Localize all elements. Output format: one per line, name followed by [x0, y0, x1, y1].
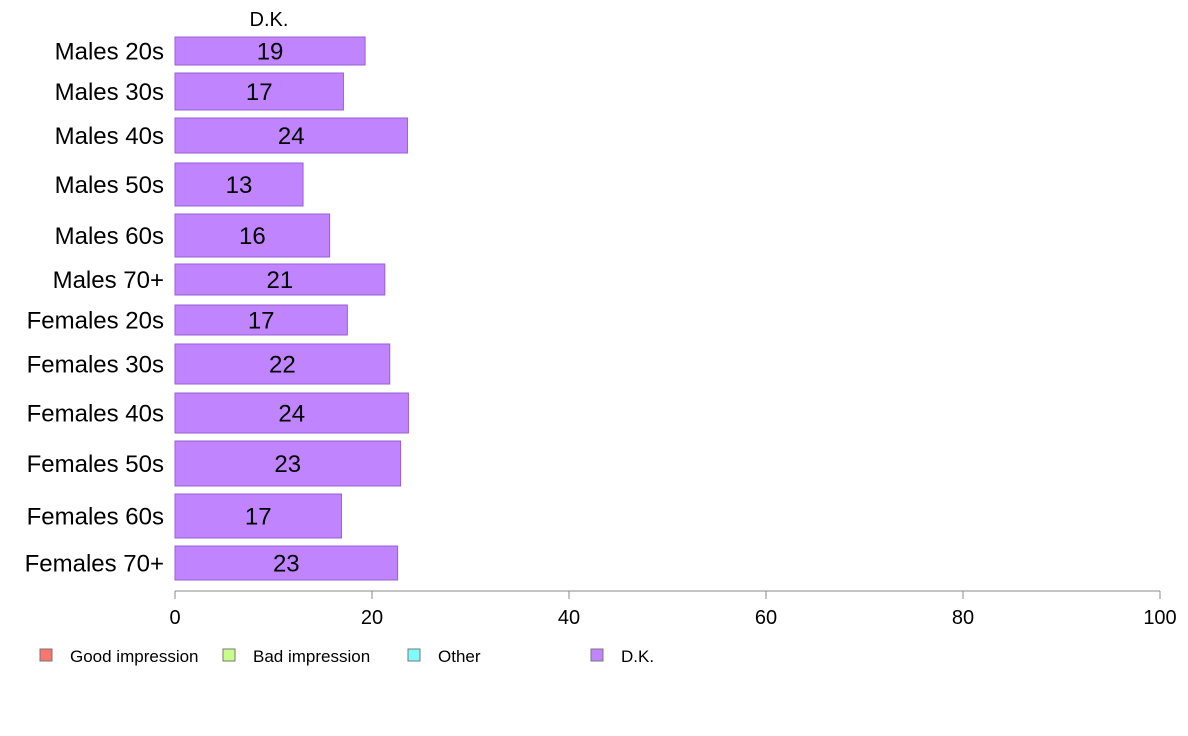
x-tick-label: 80: [952, 607, 974, 629]
category-label: Males 70+: [53, 267, 164, 294]
bar-value-label: 16: [239, 223, 266, 250]
bar-d-k--males-40s: [174, 117, 408, 154]
category-label: Males 30s: [55, 79, 164, 106]
category-label: Females 30s: [27, 352, 164, 379]
legend: Good impression Bad impression Other D.K.: [39, 647, 654, 666]
bar-d-k--males-70-: [174, 263, 386, 296]
bar-value-label: 17: [248, 308, 275, 335]
bar-value-label: 17: [245, 504, 272, 531]
bar-d-k--females-60s: [174, 493, 342, 539]
legend-swatch-bad-impression: [222, 648, 236, 662]
bar-d-k--males-30s: [174, 72, 344, 111]
category-label: Females 40s: [27, 401, 164, 428]
bar-value-label: 17: [246, 79, 273, 106]
bar-value-label: 24: [278, 123, 305, 150]
x-tick-label: 100: [1143, 607, 1176, 629]
bar-value-label: 23: [274, 451, 301, 478]
series-title: D.K.: [250, 9, 289, 31]
category-label: Males 40s: [55, 123, 164, 150]
legend-swatch-d-k-: [590, 648, 604, 662]
bar-value-label: 22: [269, 352, 296, 379]
bar-d-k--males-20s: [174, 36, 366, 66]
x-tick-label: 60: [755, 607, 777, 629]
bar-d-k--males-60s: [174, 213, 331, 258]
category-label: Females 60s: [27, 504, 164, 531]
legend-label-d-k-: D.K.: [621, 647, 654, 666]
bar-value-label: 19: [257, 39, 284, 66]
x-tick-label: 40: [558, 607, 580, 629]
category-label: Females 20s: [27, 308, 164, 335]
x-axis: 0 20 40 60 80 100: [169, 590, 1177, 629]
legend-swatch-other: [407, 648, 421, 662]
bar-d-k--females-70-: [174, 545, 399, 581]
bar-d-k--females-50s: [174, 440, 402, 487]
category-label: Males 50s: [55, 172, 164, 199]
bar-d-k--males-50s: [174, 162, 304, 207]
legend-label-other: Other: [438, 647, 481, 666]
x-tick-label: 20: [361, 607, 383, 629]
bar-value-label: 24: [278, 401, 305, 428]
bar-d-k--females-30s: [174, 343, 391, 385]
category-labels: Males 20s Males 30s Males 40s Males 50s Male…: [25, 39, 164, 578]
bar-value-label: 23: [273, 551, 300, 578]
category-label: Males 20s: [55, 39, 164, 66]
legend-swatch-good-impression: [39, 648, 53, 662]
bar-d-k--females-20s: [174, 304, 348, 336]
category-label: Females 50s: [27, 451, 164, 478]
bar-d-k--females-40s: [174, 392, 409, 434]
x-tick-label: 0: [169, 607, 180, 629]
legend-label-bad-impression: Bad impression: [253, 647, 370, 666]
category-label: Males 60s: [55, 223, 164, 250]
bar-value-label: 13: [226, 172, 253, 199]
bar-value-label: 21: [267, 267, 294, 294]
category-label: Females 70+: [25, 551, 164, 578]
legend-label-good-impression: Good impression: [70, 647, 199, 666]
